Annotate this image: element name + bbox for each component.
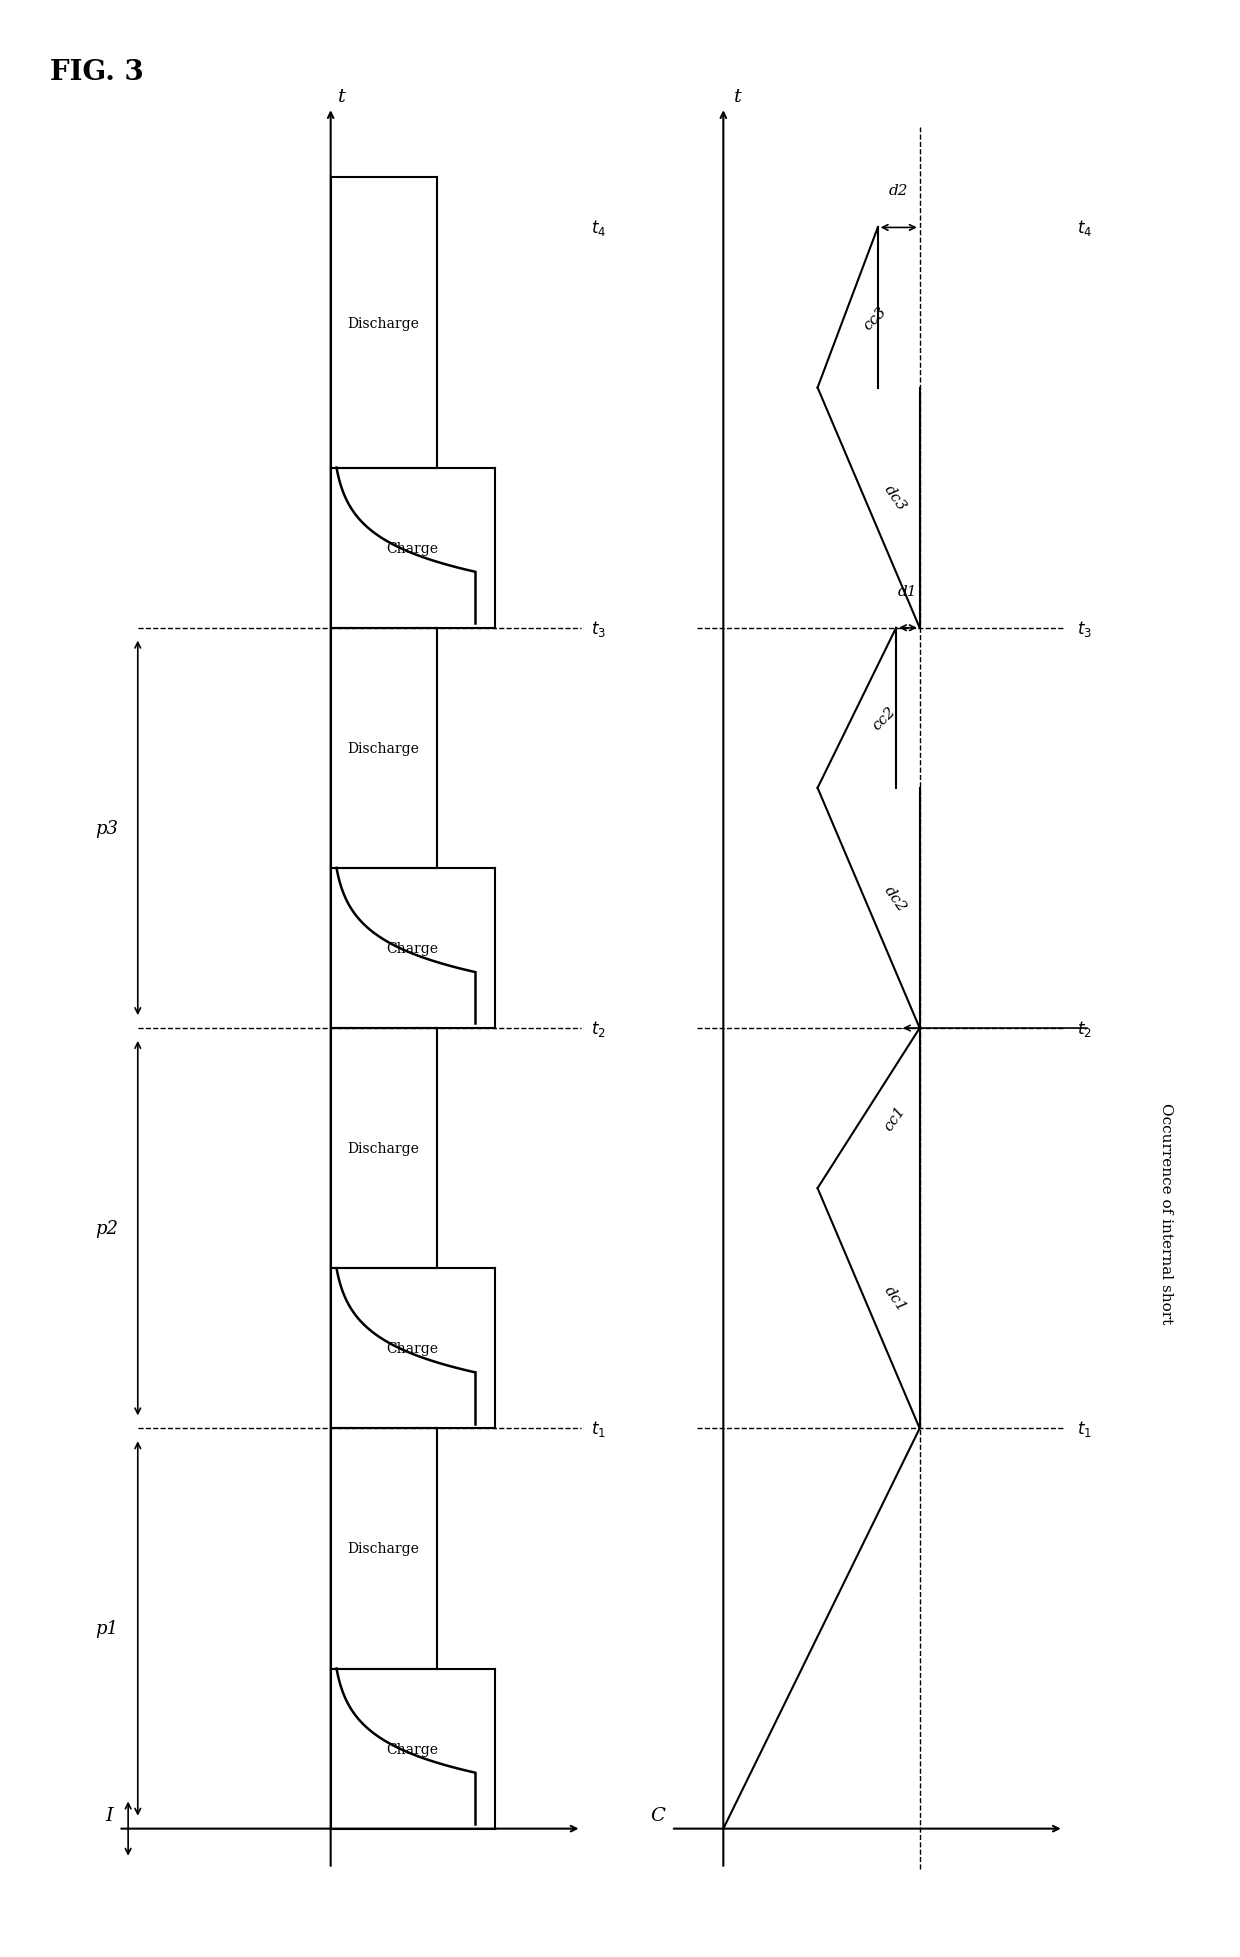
Text: p3: p3 — [95, 820, 119, 838]
Text: Charge: Charge — [387, 542, 439, 556]
Text: dc3: dc3 — [882, 483, 909, 515]
Text: Discharge: Discharge — [347, 317, 419, 331]
Text: cc3: cc3 — [861, 303, 889, 333]
Text: p2: p2 — [95, 1219, 119, 1237]
Text: $t_2$: $t_2$ — [1076, 1018, 1091, 1039]
Text: Discharge: Discharge — [347, 1141, 419, 1155]
Text: $t_1$: $t_1$ — [1076, 1419, 1091, 1438]
Text: dc2: dc2 — [882, 883, 909, 914]
Text: dc1: dc1 — [882, 1284, 909, 1313]
Text: d2: d2 — [889, 184, 909, 198]
Text: $t_3$: $t_3$ — [1076, 618, 1091, 638]
Text: t: t — [734, 88, 742, 106]
Text: Charge: Charge — [387, 1742, 439, 1755]
Text: d1: d1 — [898, 585, 918, 599]
Text: Discharge: Discharge — [347, 742, 419, 755]
Text: cc2: cc2 — [870, 705, 899, 732]
Text: p1: p1 — [95, 1620, 119, 1638]
Text: Occurrence of internal short: Occurrence of internal short — [1158, 1104, 1173, 1323]
Text: cc1: cc1 — [882, 1104, 909, 1133]
Text: $t_3$: $t_3$ — [591, 618, 606, 638]
Text: Charge: Charge — [387, 1343, 439, 1356]
Text: $t_4$: $t_4$ — [1076, 219, 1092, 239]
Text: $t_2$: $t_2$ — [591, 1018, 606, 1039]
Text: Discharge: Discharge — [347, 1542, 419, 1556]
Text: I: I — [105, 1806, 113, 1824]
Text: $t_1$: $t_1$ — [591, 1419, 606, 1438]
Text: Charge: Charge — [387, 941, 439, 955]
Text: FIG. 3: FIG. 3 — [50, 59, 144, 86]
Text: C: C — [651, 1806, 666, 1824]
Text: t: t — [339, 88, 346, 106]
Text: $t_4$: $t_4$ — [591, 219, 606, 239]
